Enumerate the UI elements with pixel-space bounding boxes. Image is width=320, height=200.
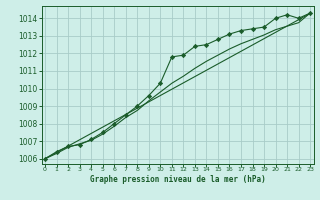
X-axis label: Graphe pression niveau de la mer (hPa): Graphe pression niveau de la mer (hPa) xyxy=(90,175,266,184)
